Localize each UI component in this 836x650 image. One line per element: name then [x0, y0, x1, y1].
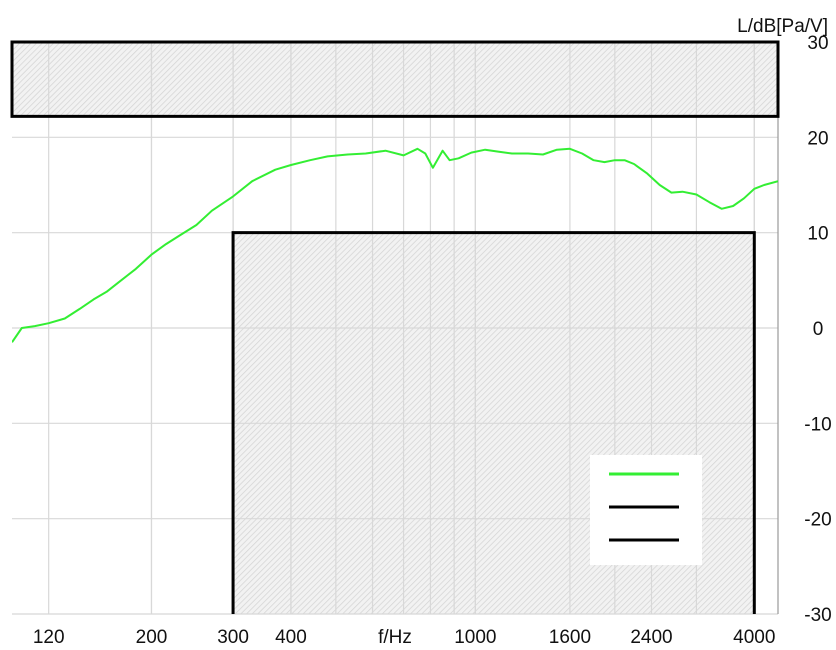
y-tick-label: -30 [804, 605, 831, 626]
legend-background [590, 455, 702, 565]
tolerance-box-outline-1 [10, 40, 780, 118]
x-axis-unit-label: f/Hz [378, 627, 412, 648]
y-tick-label: 10 [807, 224, 828, 245]
x-tick-label: 4000 [733, 627, 775, 648]
x-tick-label: 200 [136, 627, 168, 648]
x-tick-label: 1000 [454, 627, 496, 648]
x-tick-label: 400 [275, 627, 307, 648]
plot-area [10, 40, 780, 615]
y-axis-unit-label: L/dB[Pa/V] [737, 16, 828, 37]
x-tick-label: 2400 [630, 627, 672, 648]
tolerance-box-outline-2 [231, 231, 756, 614]
y-tick-label: 30 [807, 33, 828, 54]
x-tick-label: 120 [33, 627, 65, 648]
x-tick-label: 300 [217, 627, 249, 648]
y-tick-labels: 30 20 10 0 -10 -20 -30 [804, 33, 831, 626]
y-tick-label: -10 [804, 414, 831, 435]
y-tick-label: -20 [804, 510, 831, 531]
series-line-1 [12, 147, 778, 343]
series-group [12, 147, 778, 343]
x-tick-labels: 120 200 300 400 1000 1600 2400 4000 [33, 627, 776, 648]
x-tick-label: 1600 [549, 627, 591, 648]
legend [590, 455, 702, 565]
tolerance-box-outlines [10, 40, 780, 614]
tolerance-box-1 [12, 42, 778, 117]
y-tick-label: 0 [813, 319, 824, 340]
y-tick-label: 20 [807, 128, 828, 149]
